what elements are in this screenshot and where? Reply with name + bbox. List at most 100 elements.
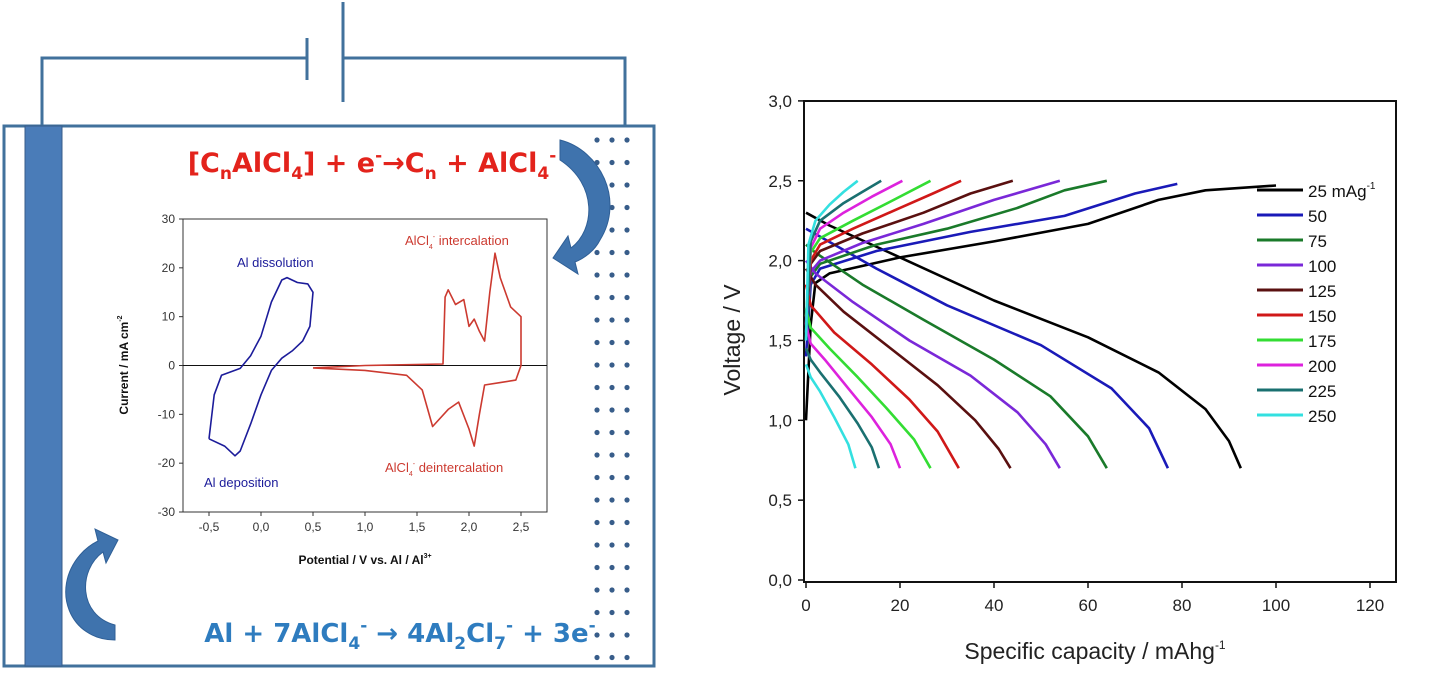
cathode-dot	[609, 362, 615, 368]
text-part: intercalation	[435, 233, 509, 248]
gcd-x-axis-label: Specific capacity / mAhg-1	[964, 638, 1226, 664]
cv-series-line	[312, 252, 522, 447]
equation-part: AlCl	[232, 148, 291, 179]
gcd-series	[804, 179, 1277, 469]
cathode-dot	[594, 317, 600, 323]
cathode-dot	[624, 317, 630, 323]
cathode-dot	[609, 452, 615, 458]
cathode-dot	[609, 227, 615, 233]
cathode-dot	[594, 632, 600, 638]
cathode-dot	[609, 542, 615, 548]
charge-curve	[804, 184, 1277, 421]
equation-part: -	[506, 616, 513, 636]
equation-part: + 3e	[513, 619, 589, 649]
discharge-curve	[804, 284, 960, 469]
discharge-curve	[804, 267, 1012, 469]
cathode-dot	[594, 542, 600, 548]
text-part: AlCl	[385, 460, 409, 475]
cv-annotation-deposition: Al deposition	[204, 475, 278, 490]
cathode-dot	[609, 519, 615, 526]
text-part: deintercalation	[415, 460, 503, 475]
legend: 25 mAg-1 50 75 100 125 150 175 200 225 250	[1257, 181, 1376, 426]
equation-part: -	[375, 146, 382, 166]
equation-part: 4	[348, 634, 360, 654]
cv-y-tick-label: -20	[158, 456, 176, 470]
cv-x-tick-label: -0,5	[199, 520, 220, 534]
cv-x-tick-label: 0,0	[253, 520, 270, 534]
gcd-axes-ticks: 0 20 40 60 80 100 120 0,0 0,5 1,0 1,5 2,0 2,5 3,0	[768, 92, 1384, 615]
legend-label: 100	[1308, 257, 1336, 276]
cathode-dot	[624, 294, 630, 301]
gcd-x-tick-label: 40	[985, 596, 1004, 615]
gcd-x-tick-label: 60	[1079, 596, 1098, 615]
gcd-x-tick-label: 120	[1356, 596, 1384, 615]
equation-part: + AlCl	[437, 148, 538, 179]
cathode-dot	[609, 654, 615, 661]
cathode-dot	[594, 654, 600, 661]
cathode-dot	[609, 564, 615, 571]
cv-x-axis-label: Potential / V vs. Al / Al3+	[298, 553, 431, 567]
gcd-y-tick-label: 2,5	[768, 172, 792, 191]
discharge-curve	[804, 308, 932, 469]
gcd-y-tick-label: 1,0	[768, 411, 792, 430]
discharge-curve	[805, 227, 1170, 469]
cv-y-tick-label: -30	[158, 505, 176, 519]
gcd-x-tick-label: 80	[1173, 596, 1192, 615]
text-part: -	[413, 461, 416, 468]
cv-annotation-intercalation: AlCl4- intercalation	[405, 233, 509, 251]
equation-part: →C	[382, 148, 424, 179]
legend-label-text: 200	[1308, 357, 1336, 376]
cathode-dot	[624, 249, 630, 256]
cathode-dot	[594, 474, 600, 481]
cathode-dot	[624, 654, 630, 661]
text-part: Current / mA cm	[117, 322, 131, 415]
cathode-dot	[624, 159, 630, 166]
discharge-curve	[804, 363, 857, 469]
gcd-y-tick-label: 3,0	[768, 92, 792, 111]
cathode-dot	[624, 609, 630, 616]
external-circuit-wire	[40, 56, 627, 125]
cathode-dot	[594, 137, 600, 143]
gcd-y-axis-label: Voltage / V	[719, 284, 745, 396]
equation-part: Cl	[466, 619, 494, 649]
text-part: -1	[1215, 638, 1226, 652]
cathode-dot	[609, 474, 615, 481]
cathode-dot	[594, 384, 600, 391]
cv-y-tick-label: 30	[162, 212, 176, 226]
cv-y-axis-label: Current / mA cm-2	[117, 315, 131, 414]
cathode-dot	[609, 317, 615, 323]
cathode-dot	[609, 497, 615, 503]
legend-label-text: 125	[1308, 282, 1336, 301]
cv-x-tick-label: 1,5	[409, 520, 426, 534]
cathode-dot	[609, 249, 615, 256]
cathode-dot	[609, 272, 615, 278]
cathode-dot	[594, 272, 600, 278]
cv-x-tick-label: 0,5	[305, 520, 322, 534]
cathode-dot	[594, 339, 600, 346]
cv-x-tick-label: 1,0	[357, 520, 374, 534]
aluminum-anode	[24, 125, 63, 667]
cathode-dot	[594, 519, 600, 526]
cathode-dot	[624, 272, 630, 278]
gcd-x-tick-label: 0	[801, 596, 810, 615]
discharge-curve	[804, 324, 902, 469]
text-part: 3+	[424, 553, 432, 560]
cathode-reaction-equation: [CnAlCl4] + e-→Cn + AlCl4-	[188, 146, 557, 184]
cathode-dot	[624, 227, 630, 233]
gcd-y-tick-label: 0,0	[768, 571, 792, 590]
cathode-dot	[594, 452, 600, 458]
gcd-x-tick-label: 100	[1262, 596, 1290, 615]
equation-part: -	[549, 146, 556, 166]
cathode-dot	[624, 542, 630, 548]
cathode-dot	[609, 294, 615, 301]
gcd-y-tick-label: 0,5	[768, 491, 792, 510]
cathode-dot	[624, 362, 630, 368]
cathode-dot	[594, 407, 600, 413]
legend-label-text: 50	[1308, 207, 1327, 226]
cathode-dot	[624, 182, 630, 188]
cathode-dot	[609, 429, 615, 436]
cathode-dot	[624, 407, 630, 413]
cathode-dot	[594, 564, 600, 571]
cathode-dot	[609, 587, 615, 593]
cathode-dot	[609, 137, 615, 143]
